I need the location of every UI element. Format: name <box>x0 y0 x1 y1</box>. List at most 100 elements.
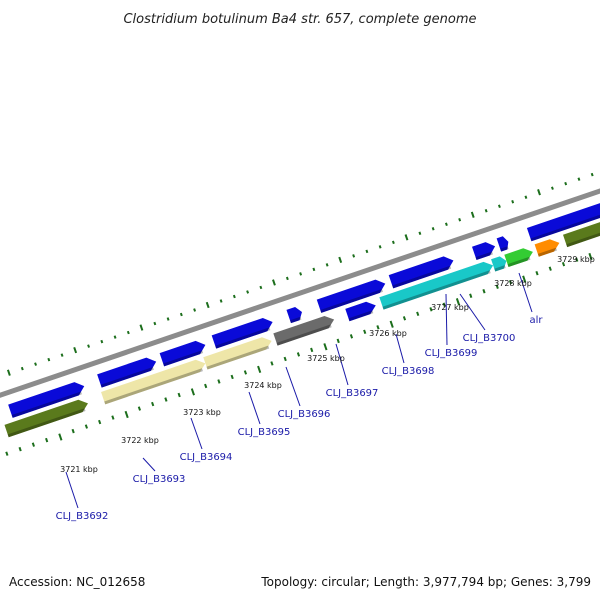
outer-tick-mark <box>166 317 170 321</box>
inner-tick-mark <box>561 261 566 267</box>
inner-tick-mark <box>323 343 328 351</box>
gene-label: CLJ_B3694 <box>180 452 233 463</box>
outer-tick-mark <box>87 344 91 348</box>
outer-tick-mark <box>219 299 223 303</box>
forward-gene <box>159 340 206 367</box>
outer-tick-mark <box>404 234 409 241</box>
outer-tick-mark <box>352 254 356 258</box>
outer-tick-mark <box>312 267 316 272</box>
gene-feature <box>4 399 88 438</box>
outer-tick-mark <box>60 353 64 357</box>
gene-feature <box>491 256 507 272</box>
kbp-tick-label: 3722 kbp <box>121 436 159 445</box>
inner-tick-mark <box>137 406 142 411</box>
label-connector-line <box>65 471 79 509</box>
outer-tick-mark <box>47 357 51 362</box>
gene-label: CLJ_B3696 <box>278 409 331 420</box>
inner-tick-mark <box>58 433 63 441</box>
outer-tick-mark <box>564 181 568 186</box>
gene-feature <box>345 301 376 322</box>
backbone-line <box>0 169 600 419</box>
outer-tick-mark <box>272 279 276 286</box>
outer-tick-mark <box>179 312 183 317</box>
inner-tick-mark <box>429 307 433 312</box>
outer-tick-mark <box>444 222 448 227</box>
inner-tick-mark <box>151 401 155 407</box>
gene-feature <box>101 359 206 405</box>
label-connector-line <box>190 417 203 450</box>
outer-tick-mark <box>153 321 157 326</box>
kbp-tick-label: 3724 kbp <box>244 381 282 390</box>
inner-tick-mark <box>84 424 88 429</box>
inner-tick-mark <box>416 311 420 317</box>
inner-tick-mark <box>98 419 102 425</box>
forward-gene <box>316 279 386 313</box>
outer-tick-mark <box>551 186 554 190</box>
inner-tick-mark <box>482 289 486 294</box>
inner-tick-mark <box>283 356 287 362</box>
inner-tick-mark <box>495 284 499 289</box>
inner-tick-mark <box>204 383 208 389</box>
kbp-tick-labels: 3721 kbp 3722 kbp 3723 kbp 3724 kbp 3725 kbp… <box>60 255 595 474</box>
outer-tick-row <box>6 172 594 376</box>
outer-tick-mark <box>431 227 435 231</box>
outer-tick-mark <box>285 276 289 281</box>
gene-feature <box>534 239 560 257</box>
outer-tick-mark <box>577 177 581 181</box>
gene-label: CLJ_B3698 <box>382 366 435 377</box>
map-title: Clostridium botulinum Ba4 str. 657, comp… <box>123 12 476 27</box>
inner-tick-mark <box>455 298 461 306</box>
inner-tick-mark <box>402 316 407 321</box>
inner-tick-mark <box>575 257 579 262</box>
inner-tick-mark <box>469 293 473 298</box>
outer-tick-mark <box>205 301 210 309</box>
label-connectors <box>65 272 533 509</box>
label-connector-line <box>335 343 349 386</box>
gene-label: CLJ_B3695 <box>238 427 291 438</box>
outer-tick-mark <box>246 290 250 294</box>
outer-tick-mark <box>259 285 263 290</box>
outer-tick-mark <box>470 211 475 218</box>
gene-label: CLJ_B3700 <box>463 333 516 344</box>
inner-tick-mark <box>18 446 22 452</box>
outer-tick-mark <box>378 245 382 249</box>
inner-tick-mark <box>243 370 248 375</box>
inner-tick-mark <box>190 388 195 396</box>
forward-strand-genes <box>8 202 600 418</box>
outer-tick-mark <box>299 272 303 276</box>
label-connector-line <box>459 293 486 331</box>
inner-tick-mark <box>376 325 380 330</box>
outer-tick-mark <box>73 346 78 354</box>
inner-tick-mark <box>217 379 221 384</box>
outer-tick-mark <box>458 218 462 222</box>
accession-text: Accession: NC_012658 <box>9 575 145 589</box>
inner-tick-mark <box>336 338 340 344</box>
kbp-tick-label: 3725 kbp <box>307 354 345 363</box>
inner-tick-mark <box>164 397 168 402</box>
inner-tick-mark <box>45 437 49 443</box>
gene-label: CLJ_B3693 <box>133 474 186 485</box>
inner-tick-mark <box>230 374 234 380</box>
gene-feature <box>504 248 533 268</box>
inner-tick-mark <box>522 275 527 283</box>
gene-label: CLJ_B3699 <box>425 348 478 359</box>
gene-label: CLJ_B3692 <box>56 511 109 522</box>
gene-feature <box>379 261 494 310</box>
inner-tick-mark <box>257 365 262 373</box>
outer-tick-mark <box>511 199 515 204</box>
gene-labels: CLJ_B3692 CLJ_B3693 CLJ_B3694 CLJ_B3695 CLJ_… <box>56 315 544 522</box>
kbp-tick-label: 3723 kbp <box>183 408 221 417</box>
inner-tick-mark <box>548 266 552 271</box>
label-connector-line <box>395 333 405 364</box>
label-connector-line <box>142 457 156 472</box>
forward-gene <box>211 317 273 349</box>
genome-summary-text: Topology: circular; Length: 3,977,794 bp… <box>260 575 591 589</box>
kbp-tick-label: 3726 kbp <box>369 329 407 338</box>
outer-tick-mark <box>20 366 24 371</box>
inner-tick-mark <box>349 334 354 339</box>
outer-tick-mark <box>537 189 541 196</box>
outer-tick-mark <box>418 231 422 236</box>
gene-feature <box>203 337 272 370</box>
inner-tick-mark <box>124 410 129 419</box>
inner-tick-mark <box>111 415 115 420</box>
